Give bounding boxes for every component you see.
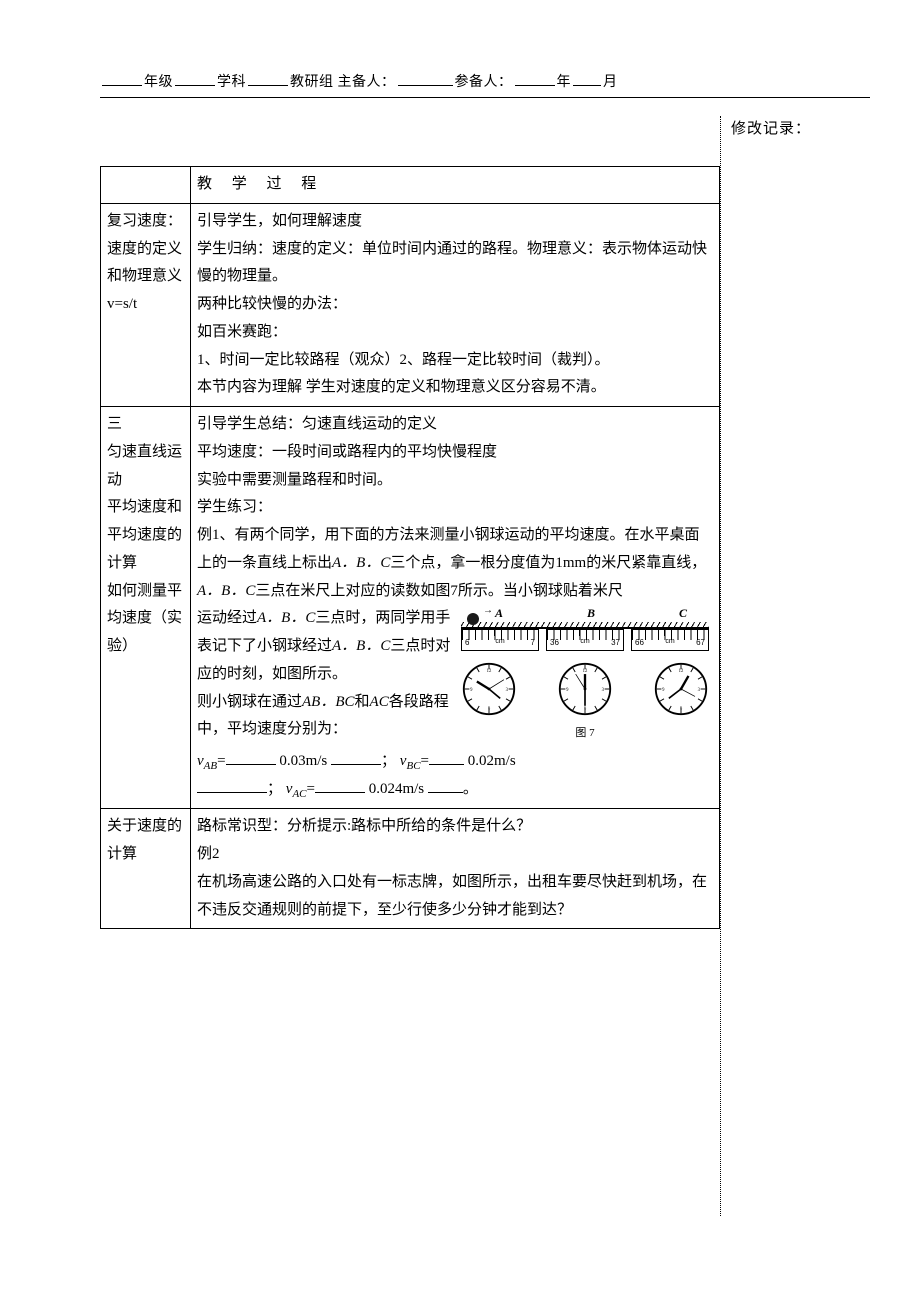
figure-block: 运动经过A．B．C三点时，两同学用手表记下了小钢球经过A．B．C三点时对应的时刻… (197, 605, 713, 747)
clock-a-icon: 12 3 6 9 (461, 661, 517, 717)
row1-left: 复习速度：速度的定义和物理意义v=s/t (101, 203, 191, 406)
svg-text:12: 12 (679, 670, 684, 675)
blank-vbc1 (429, 764, 464, 765)
point-c: C (679, 602, 687, 624)
line: 例1、有两个同学，用下面的方法来测量小钢球运动的平均速度。在水平桌面上的一条直线… (197, 522, 713, 605)
row3-right: 路标常识型：分析提示:路标中所给的条件是什么？ 例2 在机场高速公路的入口处有一… (191, 809, 720, 929)
line: 两种比较快慢的办法： (197, 291, 713, 319)
cell-empty (101, 167, 191, 204)
ruler-row: 6cm7 36cm37 66cm67 (461, 629, 709, 651)
blank-vab2 (331, 764, 381, 765)
blank-year (573, 72, 601, 86)
figure-text: 运动经过A．B．C三点时，两同学用手表记下了小钢球经过A．B．C三点时对应的时刻… (197, 605, 453, 744)
ruler-c: 66cm67 (631, 629, 709, 651)
ruler-a: 6cm7 (461, 629, 539, 651)
line: 在机场高速公路的入口处有一标志牌，如图所示，出租车要尽快赶到机场，在不违反交通规… (197, 869, 713, 925)
svg-text:12: 12 (487, 670, 492, 675)
label-subject: 学科 (217, 70, 246, 95)
line: 实验中需要测量路程和时间。 (197, 467, 713, 495)
ruler-b: 36cm37 (546, 629, 624, 651)
label-year: 年 (557, 70, 572, 95)
row2-left: 三匀速直线运动平均速度和平均速度的计算如何测量平均速度（实验） (101, 407, 191, 809)
point-a: A (495, 602, 503, 624)
track-row: → A B C (461, 609, 709, 629)
label-month: 月 (603, 70, 618, 95)
blank-vbc2 (197, 792, 267, 793)
line: 平均速度：一段时间或路程内的平均快慢程度 (197, 439, 713, 467)
row2-right: 引导学生总结：匀速直线运动的定义 平均速度：一段时间或路程内的平均快慢程度 实验… (191, 407, 720, 809)
line: 引导学生总结：匀速直线运动的定义 (197, 411, 713, 439)
label-group: 教研组 主备人： (290, 70, 396, 95)
clock-c-icon: 12 3 6 9 (653, 661, 709, 717)
blank-group (248, 72, 288, 86)
line: 学生归纳：速度的定义：单位时间内通过的路程。物理意义：表示物体运动快慢的物理量。 (197, 236, 713, 292)
line: 路标常识型：分析提示:路标中所给的条件是什么？ (197, 813, 713, 841)
row1-right: 引导学生，如何理解速度 学生归纳：速度的定义：单位时间内通过的路程。物理意义：表… (191, 203, 720, 406)
section-header: 教 学 过 程 (191, 167, 720, 204)
table-row: 三匀速直线运动平均速度和平均速度的计算如何测量平均速度（实验） 引导学生总结：匀… (101, 407, 720, 809)
label-co: 参备人： (455, 70, 513, 95)
line: 学生练习： (197, 494, 713, 522)
arrow-icon: → (483, 602, 493, 621)
blank-grade (102, 72, 142, 86)
table-row: 关于速度的计算 路标常识型：分析提示:路标中所给的条件是什么？ 例2 在机场高速… (101, 809, 720, 929)
figure-caption: 图 7 (461, 723, 709, 743)
point-b: B (587, 602, 595, 624)
lesson-table: 教 学 过 程 复习速度：速度的定义和物理意义v=s/t 引导学生，如何理解速度… (100, 166, 720, 929)
blank-vab1 (226, 764, 276, 765)
label-grade: 年级 (144, 70, 173, 95)
page-header: 年级 学科 教研组 主备人： 参备人： 年 月 (100, 70, 870, 98)
blank-subject (175, 72, 215, 86)
line: 引导学生，如何理解速度 (197, 208, 713, 236)
line: 例2 (197, 841, 713, 869)
blank-lead (398, 72, 453, 86)
answers-line: vAB= 0.03m/s ； vBC= 0.02m/s ； vAC= 0.024… (197, 748, 713, 805)
figure-diagram: → A B C 6cm7 36 (453, 605, 713, 747)
clocks-row: 12 3 6 9 (461, 661, 709, 717)
line: 本节内容为理解 学生对速度的定义和物理意义区分容易不清。 (197, 374, 713, 402)
line: 如百米赛跑： (197, 319, 713, 347)
line: 1、时间一定比较路程（观众）2、路程一定比较时间（裁判）。 (197, 347, 713, 375)
content-area: 教 学 过 程 复习速度：速度的定义和物理意义v=s/t 引导学生，如何理解速度… (100, 116, 720, 929)
revision-title: 修改记录： (731, 116, 870, 143)
svg-text:12: 12 (583, 670, 588, 675)
right-panel: 修改记录： (720, 116, 870, 1216)
blank-vac2 (428, 792, 463, 793)
blank-co (515, 72, 555, 86)
clock-b-icon: 12 3 6 9 (557, 661, 613, 717)
table-row: 复习速度：速度的定义和物理意义v=s/t 引导学生，如何理解速度 学生归纳：速度… (101, 203, 720, 406)
blank-vac1 (315, 792, 365, 793)
row3-left: 关于速度的计算 (101, 809, 191, 929)
